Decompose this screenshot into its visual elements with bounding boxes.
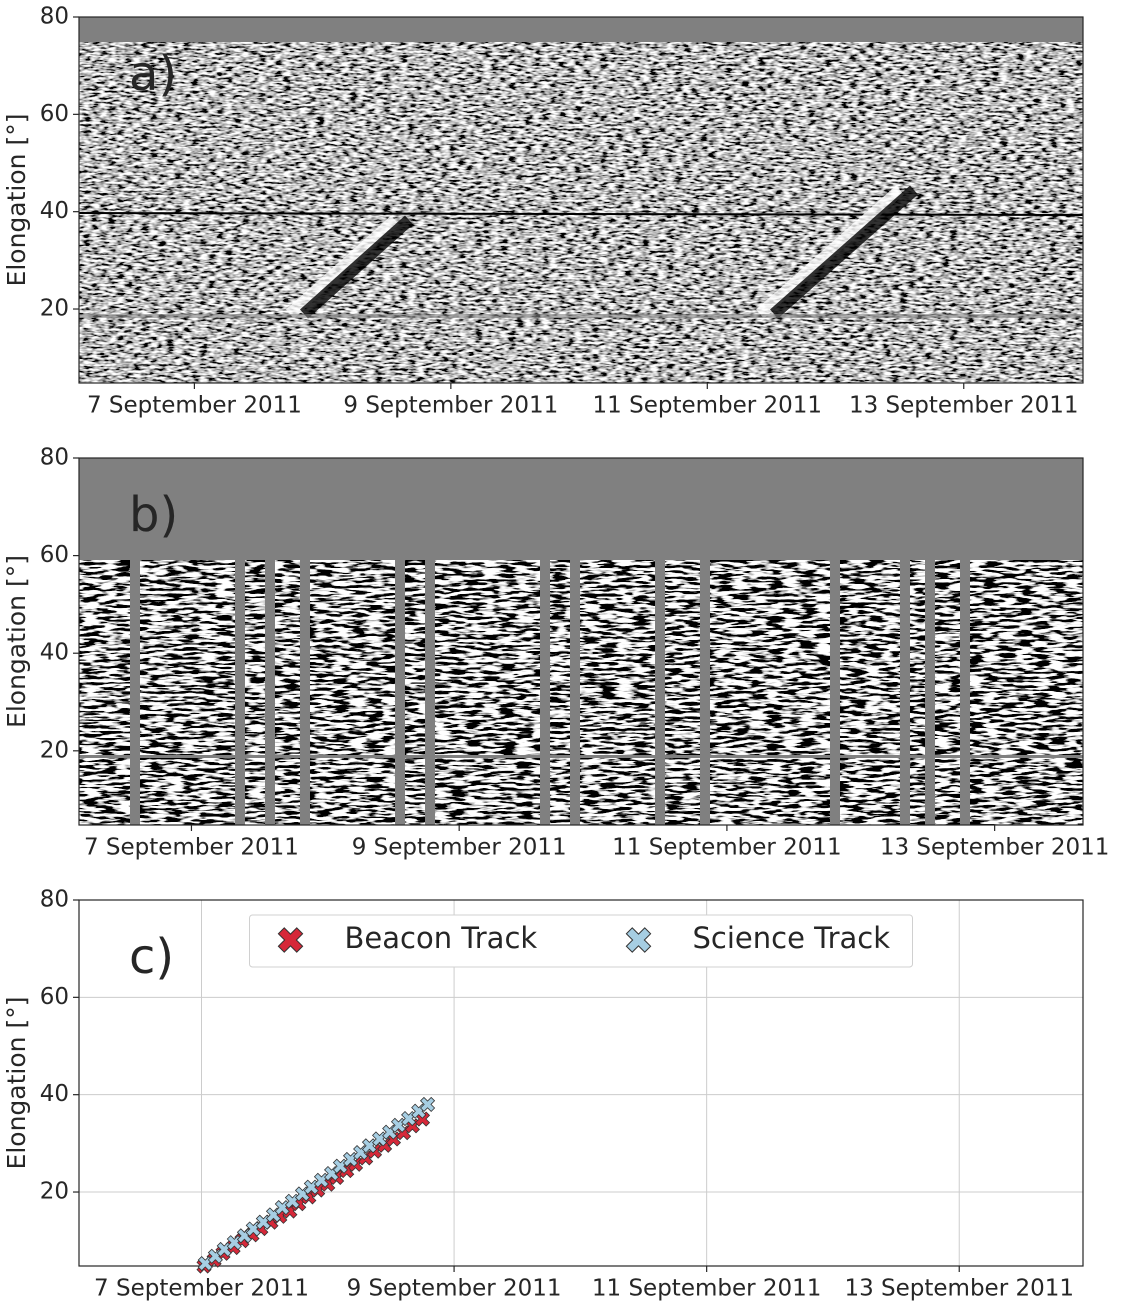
jmap-gap [830, 560, 840, 825]
panel-label: b) [129, 487, 178, 543]
plot-frame [78, 899, 1084, 1267]
x-tick-label: 13 September 2011 [844, 1276, 1074, 1302]
legend-marker [625, 927, 652, 953]
track-marker [419, 1096, 436, 1112]
legend-label: Beacon Track [345, 921, 538, 955]
jmap-front [299, 215, 414, 319]
y-tick-label: 20 [40, 737, 69, 763]
jmap-gap [900, 560, 910, 825]
x-tick-label: 13 September 2011 [849, 393, 1079, 419]
x-tick-label: 11 September 2011 [592, 1276, 822, 1302]
jmap-gap [570, 560, 580, 825]
jmap-gap [925, 560, 935, 825]
x-tick-label: 11 September 2011 [593, 393, 823, 419]
x-tick-label: 9 September 2011 [347, 1276, 562, 1302]
y-tick-label: 20 [40, 1179, 69, 1205]
legend-label: Science Track [693, 921, 891, 955]
panel: 20 40 60 80 7 September 2011 9 September 2011… [2, 445, 1109, 861]
y-tick-label: 60 [40, 101, 69, 127]
x-tick-label: 7 September 2011 [94, 1276, 309, 1302]
jmap-gap [655, 560, 665, 825]
y-tick-label: 40 [40, 198, 69, 224]
jmap-gap [960, 560, 970, 825]
jmap-streak [79, 212, 1083, 216]
jmap-front [285, 215, 400, 319]
x-tick-label: 13 September 2011 [880, 835, 1110, 861]
jmap-noise [79, 17, 1083, 383]
jmap-gap [235, 560, 245, 825]
jmap-gap [130, 560, 140, 825]
y-tick-label: 40 [40, 1081, 69, 1107]
y-tick-label: 20 [40, 296, 69, 322]
x-tick-label: 11 September 2011 [612, 835, 842, 861]
jmap-front [770, 185, 918, 319]
y-tick-label: 40 [40, 640, 69, 666]
panel-label: c) [129, 929, 174, 985]
x-tick-label: 9 September 2011 [343, 393, 558, 419]
jmap-gap [700, 560, 710, 825]
jmap-gap [300, 560, 310, 825]
x-tick-label: 7 September 2011 [87, 393, 302, 419]
jmap-empty-region [79, 458, 1083, 560]
y-tick-label: 60 [40, 984, 69, 1010]
legend-box [249, 914, 913, 968]
y-axis-label: Elongation [°] [2, 114, 31, 287]
jmap-front [756, 185, 904, 319]
y-tick-label: 80 [40, 445, 69, 471]
y-axis-label: Elongation [°] [2, 555, 31, 728]
legend-marker [277, 927, 304, 953]
panel-label: a) [129, 46, 177, 102]
y-axis-label: Elongation [°] [2, 997, 31, 1170]
jmap-gap [425, 560, 435, 825]
plot-frame [78, 457, 1084, 826]
jmap-gap [395, 560, 405, 825]
x-tick-label: 9 September 2011 [352, 835, 567, 861]
x-tick-label: 7 September 2011 [84, 835, 299, 861]
y-tick-label: 60 [40, 542, 69, 568]
jmap-image [79, 17, 1083, 383]
jmap-gap [540, 560, 550, 825]
panel: 20 40 60 80 7 September 2011 9 September 2011… [2, 887, 1084, 1302]
jmap-empty-region [79, 17, 1083, 42]
jmap-inner-band [79, 314, 1083, 318]
y-tick-label: 80 [40, 887, 69, 913]
jmap-image [79, 458, 1083, 825]
jmap-gap [265, 560, 275, 825]
jmap-split [79, 755, 1083, 758]
panel: 20 40 60 80 7 September 2011 9 September 2011… [2, 4, 1084, 419]
plot-frame [78, 16, 1084, 384]
y-tick-label: 80 [40, 4, 69, 30]
